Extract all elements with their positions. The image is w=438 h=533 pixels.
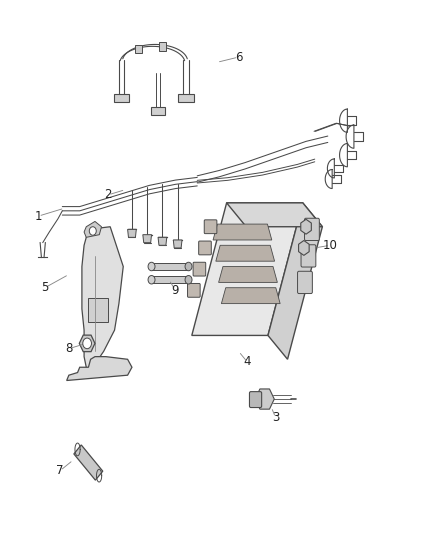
Circle shape — [148, 262, 155, 271]
Polygon shape — [84, 221, 102, 237]
Text: 3: 3 — [272, 411, 279, 424]
Text: 10: 10 — [322, 239, 337, 252]
Text: 4: 4 — [244, 356, 251, 368]
Polygon shape — [88, 298, 108, 322]
Polygon shape — [213, 224, 272, 240]
Polygon shape — [67, 357, 132, 381]
Polygon shape — [152, 276, 188, 284]
FancyBboxPatch shape — [304, 218, 319, 240]
Circle shape — [148, 276, 155, 284]
FancyBboxPatch shape — [250, 392, 261, 408]
Text: 1: 1 — [35, 209, 42, 223]
Polygon shape — [82, 227, 123, 373]
Text: 9: 9 — [172, 284, 179, 297]
Polygon shape — [216, 245, 275, 261]
Polygon shape — [152, 263, 188, 270]
Polygon shape — [158, 237, 167, 245]
Polygon shape — [113, 94, 129, 102]
Circle shape — [83, 338, 92, 349]
Polygon shape — [151, 108, 165, 115]
FancyBboxPatch shape — [297, 271, 312, 294]
FancyBboxPatch shape — [199, 241, 211, 255]
Polygon shape — [178, 94, 194, 102]
Text: 2: 2 — [104, 189, 112, 201]
Polygon shape — [221, 288, 280, 304]
Polygon shape — [143, 235, 152, 243]
Polygon shape — [173, 240, 182, 248]
Polygon shape — [74, 445, 103, 480]
FancyBboxPatch shape — [187, 284, 200, 297]
Text: 8: 8 — [65, 342, 73, 355]
FancyBboxPatch shape — [159, 42, 166, 51]
Text: 6: 6 — [235, 51, 242, 63]
FancyBboxPatch shape — [204, 220, 217, 233]
Text: 5: 5 — [41, 281, 49, 294]
Text: 7: 7 — [57, 464, 64, 477]
Circle shape — [185, 262, 192, 271]
Polygon shape — [192, 203, 303, 335]
Circle shape — [89, 227, 96, 235]
Polygon shape — [127, 229, 136, 237]
Polygon shape — [226, 203, 322, 227]
FancyBboxPatch shape — [301, 245, 316, 267]
FancyBboxPatch shape — [135, 45, 142, 53]
Polygon shape — [268, 203, 322, 359]
Circle shape — [185, 276, 192, 284]
Polygon shape — [219, 266, 277, 282]
FancyBboxPatch shape — [193, 262, 206, 276]
